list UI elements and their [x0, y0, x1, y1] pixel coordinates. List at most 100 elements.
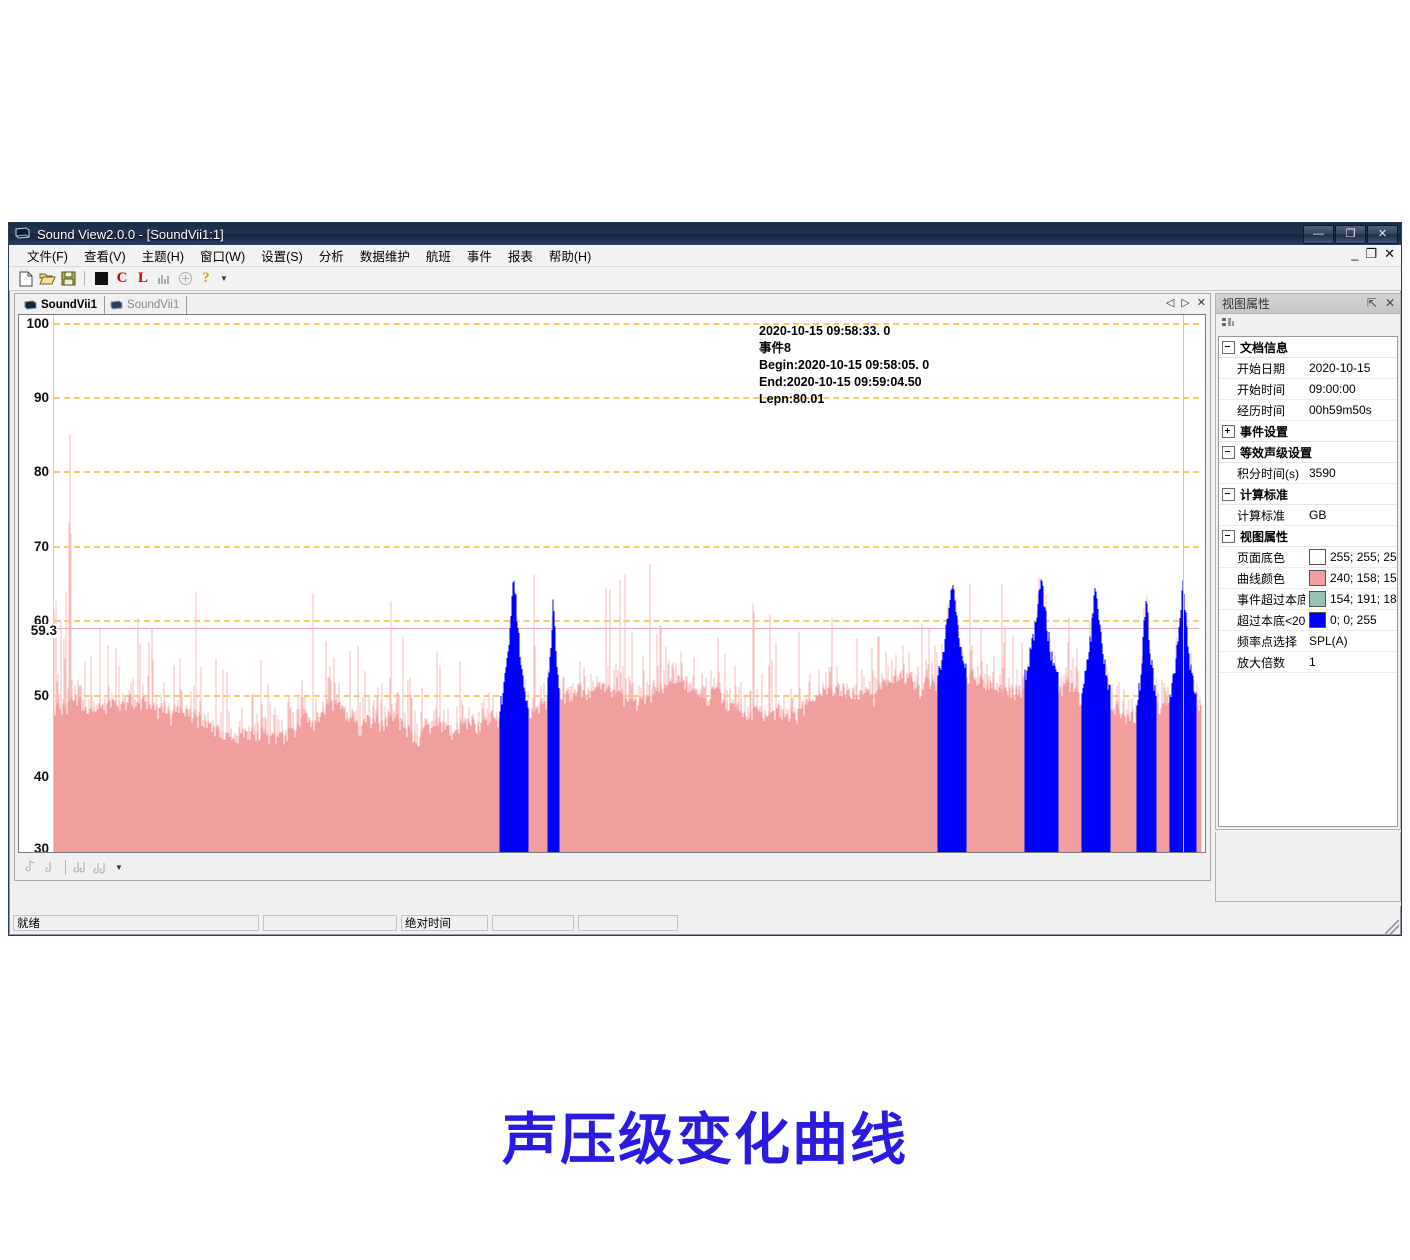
menu-data-maintenance[interactable]: 数据维护 — [359, 250, 410, 264]
group-label: 计算标准 — [1240, 487, 1289, 502]
document-tab-strip: SoundVii1 SoundVii1 ◁ ▷ ✕ — [15, 294, 1210, 314]
property-row-above-floor-less-20[interactable]: 超过本底<20dl 0; 0; 255 — [1219, 610, 1397, 631]
mdi-restore-button[interactable]: ❐ — [1365, 246, 1378, 261]
menu-reports[interactable]: 报表 — [507, 250, 533, 264]
tab-close-button[interactable]: ✕ — [1196, 297, 1206, 309]
resize-grip[interactable] — [1385, 920, 1399, 934]
menu-window[interactable]: 窗口(W) — [200, 250, 246, 264]
status-pane-4 — [492, 915, 574, 931]
expand-icon[interactable] — [1222, 424, 1235, 438]
add-circle-icon[interactable] — [176, 270, 194, 288]
minimize-button[interactable]: — — [1303, 225, 1334, 244]
collapse-icon[interactable] — [1222, 529, 1235, 543]
property-row-elapsed-time[interactable]: 经历时间 00h59m50s — [1219, 400, 1397, 421]
toolbar-separator — [84, 271, 85, 286]
toolbar-overflow-chevron-down-icon[interactable]: ▼ — [220, 274, 228, 283]
save-icon[interactable] — [59, 270, 77, 288]
document-lower-toolbar: ▼ — [15, 854, 1210, 880]
tab-scroll-right-button[interactable]: ▷ — [1181, 297, 1190, 309]
menu-settings[interactable]: 设置(S) — [261, 250, 303, 264]
collapse-icon[interactable] — [1222, 487, 1235, 501]
properties-grid[interactable]: 文档信息 开始日期 2020-10-15 开始时间 09:00:00 经历时间 — [1218, 336, 1398, 827]
chart-bars-icon[interactable] — [155, 270, 173, 288]
mdi-close-button[interactable]: ✕ — [1384, 246, 1395, 261]
maximize-button[interactable]: ❐ — [1335, 225, 1366, 244]
collapse-icon[interactable] — [1222, 445, 1235, 459]
property-row-start-time[interactable]: 开始时间 09:00:00 — [1219, 379, 1397, 400]
property-label: 放大倍数 — [1237, 655, 1286, 670]
collapse-icon[interactable] — [1222, 340, 1235, 354]
property-label: 开始时间 — [1237, 382, 1286, 397]
menu-theme[interactable]: 主题(H) — [141, 250, 184, 264]
close-panel-button[interactable]: ✕ — [1384, 296, 1395, 310]
y-tick-59-3: 59.3 — [19, 624, 57, 638]
property-value: 1 — [1309, 655, 1316, 669]
property-row-integration-time[interactable]: 积分时间(s) 3590 — [1219, 463, 1397, 484]
color-swatch-above-floor-less-20[interactable] — [1309, 612, 1326, 628]
property-row-event-above-floor-20[interactable]: 事件超过本底2( 154; 191; 18 — [1219, 589, 1397, 610]
properties-sort-icon[interactable] — [1220, 315, 1236, 336]
mdi-client-area: SoundVii1 SoundVii1 ◁ ▷ ✕ — [11, 293, 1401, 906]
gridline-80 — [54, 471, 1199, 473]
y-tick-100: 100 — [26, 316, 49, 331]
lower-toolbar-chevron-down-icon[interactable]: ▼ — [115, 862, 123, 872]
menu-bar: 文件(F) 查看(V) 主题(H) 窗口(W) 设置(S) 分析 数据维护 航班… — [9, 245, 1401, 267]
c-marker-icon[interactable]: C — [116, 270, 128, 286]
annotation-lepn: Lepn:80.01 — [759, 392, 825, 406]
application-window: Sound View2.0.0 - [SoundVii1:1] — ❐ ✕ 文件… — [8, 222, 1402, 936]
menu-events[interactable]: 事件 — [466, 250, 492, 264]
property-group-equivalent-level[interactable]: 等效声级设置 — [1219, 442, 1397, 463]
note-next-icon[interactable] — [93, 859, 110, 876]
black-square-icon[interactable] — [92, 270, 110, 288]
menu-analysis[interactable]: 分析 — [318, 250, 344, 264]
property-group-view-properties[interactable]: 视图属性 — [1219, 526, 1397, 547]
annotation-timestamp: 2020-10-15 09:58:33. 0 — [759, 324, 891, 338]
open-folder-icon[interactable] — [38, 270, 56, 288]
property-label: 页面底色 — [1237, 550, 1286, 565]
color-swatch-page-background[interactable] — [1309, 549, 1326, 565]
property-value: 0; 0; 255 — [1330, 613, 1377, 627]
property-row-start-date[interactable]: 开始日期 2020-10-15 — [1219, 358, 1397, 379]
mdi-minimize-button[interactable]: _ — [1351, 246, 1359, 261]
new-document-icon[interactable] — [17, 270, 35, 288]
y-tick-60: 60 — [33, 613, 49, 628]
property-value-container: 154; 191; 18 — [1305, 591, 1397, 607]
property-row-calc-standard[interactable]: 计算标准 GB — [1219, 505, 1397, 526]
tab-scroll-left-button[interactable]: ◁ — [1165, 297, 1175, 309]
note-prev-icon[interactable] — [73, 859, 90, 876]
property-label: 超过本底<20dl — [1237, 613, 1305, 628]
dock-actions: ⇱ ✕ — [1367, 296, 1395, 310]
note-add-icon[interactable] — [21, 859, 38, 876]
property-row-page-background[interactable]: 页面底色 255; 255; 25 — [1219, 547, 1397, 568]
close-button[interactable]: ✕ — [1367, 225, 1398, 244]
property-group-calc-standard[interactable]: 计算标准 — [1219, 484, 1397, 505]
help-question-icon[interactable]: ? — [202, 270, 210, 286]
y-tick-90: 90 — [33, 390, 49, 405]
property-row-magnification[interactable]: 放大倍数 1 — [1219, 652, 1397, 673]
tab-soundvii1-second[interactable]: SoundVii1 — [105, 296, 188, 314]
property-value-container: 255; 255; 25 — [1305, 549, 1397, 565]
property-row-curve-color[interactable]: 曲线颜色 240; 158; 15 — [1219, 568, 1397, 589]
status-bar: 就绪 绝对时间 — [11, 913, 1399, 933]
gridline-60 — [54, 620, 1199, 622]
group-label: 等效声级设置 — [1240, 445, 1313, 460]
chart-waveform — [54, 434, 1202, 852]
color-swatch-event-above-floor[interactable] — [1309, 591, 1326, 607]
spl-chart[interactable]: 100 90 80 70 60 59.3 50 40 30 2020-10-15… — [18, 314, 1206, 853]
menu-help[interactable]: 帮助(H) — [548, 250, 592, 264]
menu-file[interactable]: 文件(F) — [27, 250, 68, 264]
color-swatch-curve-color[interactable] — [1309, 570, 1326, 586]
group-label: 事件设置 — [1240, 424, 1289, 439]
property-group-event-settings[interactable]: 事件设置 — [1219, 421, 1397, 442]
tab-soundvii1-first[interactable]: SoundVii1 — [19, 296, 106, 314]
note-remove-icon[interactable] — [41, 859, 58, 876]
y-axis-line — [53, 315, 54, 852]
window-titlebar: Sound View2.0.0 - [SoundVii1:1] — ❐ ✕ — [9, 223, 1401, 245]
property-value: 00h59m50s — [1309, 403, 1372, 417]
l-marker-icon[interactable]: L — [137, 270, 148, 286]
property-group-document-info[interactable]: 文档信息 — [1219, 337, 1397, 358]
menu-flight[interactable]: 航班 — [425, 250, 451, 264]
menu-view[interactable]: 查看(V) — [83, 250, 126, 264]
pin-panel-button[interactable]: ⇱ — [1366, 296, 1377, 310]
property-row-frequency-point[interactable]: 频率点选择 SPL(A) — [1219, 631, 1397, 652]
